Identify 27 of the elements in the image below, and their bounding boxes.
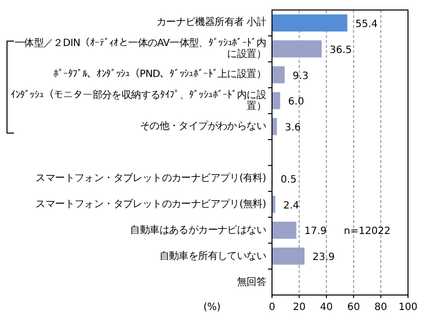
x-tick-label: 0 (268, 302, 276, 313)
x-tick-label: 60 (347, 302, 360, 313)
x-tick-label: 40 (320, 302, 333, 313)
y-tick-label: ｲﾝﾀﾞｯｼｭ（モニター部分を収納するﾀｲﾌﾟ、ﾀﾞｯｼｭﾎﾞｰﾄﾞ内に設置） (10, 90, 266, 112)
annotation: n=12022 (344, 226, 390, 238)
x-tick-label: 20 (292, 302, 306, 313)
data-label: 6.0 (288, 96, 304, 108)
x-tick-label: 100 (398, 302, 418, 313)
x-axis-title: (%) (203, 302, 221, 313)
data-label: 0.5 (280, 174, 297, 186)
data-label: 3.6 (284, 122, 301, 134)
data-label: 55.4 (355, 18, 378, 30)
data-label: 17.9 (304, 226, 327, 238)
y-tick-label: その他・タイプがわからない (138, 121, 266, 132)
data-label: 2.4 (283, 200, 300, 212)
y-tick-label: スマートフォン・タブレットのカーナビアプリ(無料) (34, 198, 266, 210)
y-tick-label: 自動車を所有していない (158, 250, 266, 262)
y-tick-label: 一体型／２DIN（ｵｰﾃﾞｨｵと一体のAV一体型、ﾀﾞｯｼｭﾎﾞｰﾄﾞ内に設置） (13, 38, 266, 60)
x-tick-label: 80 (374, 302, 388, 313)
y-tick-label: ﾎﾟｰﾀﾌﾞﾙ、ｵﾝﾀﾞｯｼｭ（PND、ﾀﾞｯｼｭﾎﾞｰﾄﾞ上に設置） (52, 69, 266, 80)
y-tick-label: 自動車はあるがカーナビはない (129, 224, 266, 236)
data-label: 23.9 (312, 252, 335, 264)
y-tick-label: カーナビ機器所有者 小計 (155, 17, 266, 28)
data-label: 36.5 (330, 44, 352, 56)
data-label: 9.3 (292, 70, 309, 82)
y-tick-label: 無回答 (236, 276, 266, 288)
y-tick-label: スマートフォン・タブレットのカーナビアプリ(有料) (34, 172, 266, 184)
